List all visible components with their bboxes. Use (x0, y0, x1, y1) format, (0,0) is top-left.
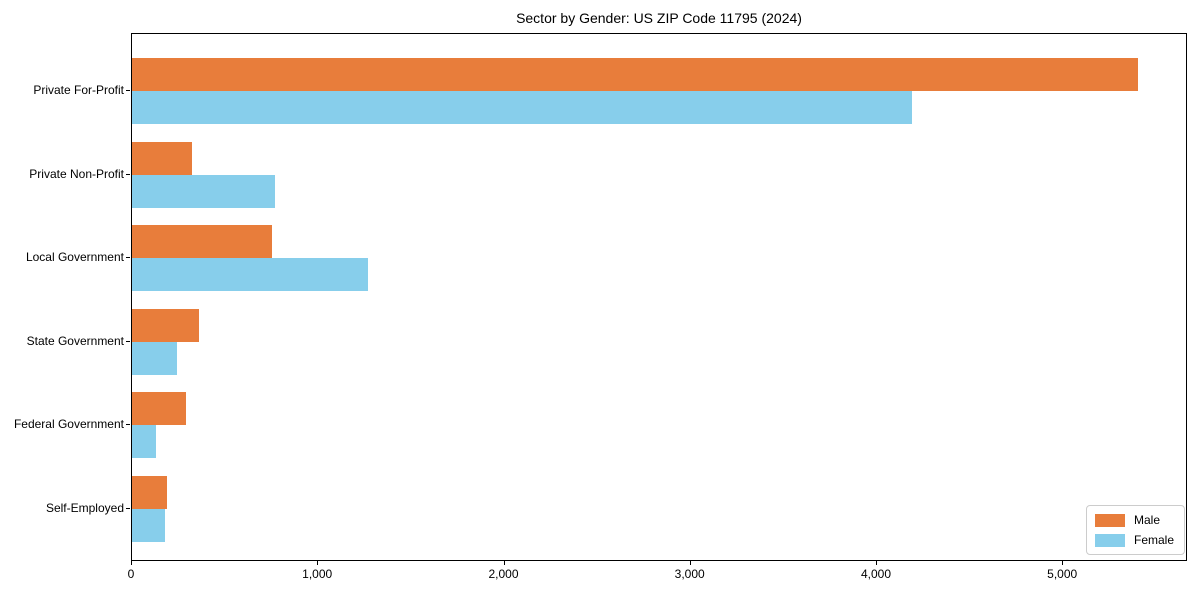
bar-male-local-government (132, 225, 272, 259)
bar-female-private-non-profit (132, 174, 276, 208)
xtick-mark-3-000 (689, 561, 691, 565)
xtick-label-4-000: 4,000 (860, 567, 892, 581)
ytick-mark-private-for-profit (126, 90, 130, 91)
ytick-label-federal-government: Federal Government (13, 417, 124, 432)
bar-female-local-government (132, 258, 368, 292)
legend-swatch-female-icon (1094, 533, 1125, 547)
xtick-label-5-000: 5,000 (1047, 567, 1078, 581)
xtick-label-0: 0 (127, 567, 135, 581)
ytick-mark-private-non-profit (126, 173, 130, 175)
bar-female-federal-government (132, 425, 157, 459)
xtick-label-2-000: 2,000 (488, 567, 519, 581)
ytick-label-local-government: Local Government (25, 250, 124, 265)
legend-label-male: Male (1133, 513, 1160, 527)
bar-male-self-employed (132, 476, 168, 509)
xtick-label-1-000: 1,000 (302, 567, 333, 581)
xtick-label-3-000: 3,000 (674, 567, 705, 581)
bar-female-state-government (132, 341, 177, 375)
ytick-mark-state-government (126, 340, 130, 342)
legend-swatch-male-icon (1094, 513, 1125, 527)
xtick-mark-5-000 (1062, 561, 1064, 565)
bar-female-self-employed (132, 509, 165, 542)
bar-female-private-for-profit (132, 91, 913, 124)
ytick-label-private-for-profit: Private For-Profit (33, 83, 124, 97)
ytick-mark-local-government (126, 257, 130, 259)
xtick-mark-4-000 (876, 561, 877, 565)
legend-entry-male: Male (1094, 513, 1174, 527)
bar-male-private-non-profit (132, 141, 192, 175)
ytick-label-state-government: State Government (26, 333, 124, 348)
xtick-mark-0 (131, 561, 132, 565)
ytick-mark-federal-government (126, 424, 130, 426)
ytick-label-self-employed: Self-Employed (45, 501, 124, 515)
chart-title: Sector by Gender: US ZIP Code 11795 (202… (516, 10, 802, 26)
ytick-label-private-non-profit: Private Non-Profit (29, 166, 124, 181)
bar-male-state-government (132, 308, 199, 342)
legend-label-female: Female (1133, 533, 1174, 547)
bar-male-private-for-profit (132, 58, 1138, 91)
legend: Male Female (1085, 505, 1185, 555)
xtick-mark-2-000 (503, 561, 505, 565)
xtick-mark-1-000 (317, 561, 319, 565)
plot-area (131, 33, 1187, 561)
legend-entry-female: Female (1094, 533, 1174, 547)
ytick-mark-self-employed (126, 508, 130, 509)
bar-male-federal-government (132, 392, 186, 426)
